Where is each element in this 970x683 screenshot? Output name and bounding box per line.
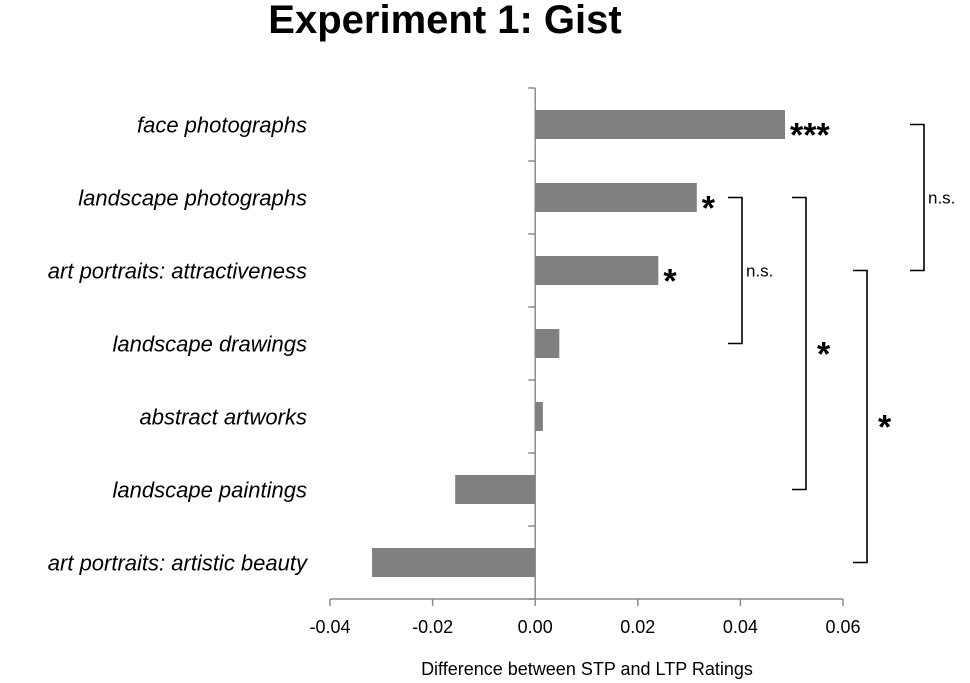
category-label: abstract artworks <box>140 405 308 430</box>
x-tick-labels: -0.04 -0.02 0.00 0.02 0.04 0.06 <box>309 617 860 637</box>
comparison-bracket <box>853 269 868 564</box>
x-tick-label: 0.02 <box>620 617 655 637</box>
bar <box>455 475 536 504</box>
x-tick-label: 0.06 <box>825 617 860 637</box>
bar <box>535 402 543 431</box>
category-label: landscape photographs <box>78 186 307 211</box>
x-tick-label: 0.04 <box>723 617 758 637</box>
comparison-label: n.s. <box>746 262 773 281</box>
category-label: art portraits: attractiveness <box>48 259 307 284</box>
comparison-label: * <box>817 336 831 374</box>
x-tick-label: -0.02 <box>412 617 453 637</box>
x-tick-label: 0.00 <box>518 617 553 637</box>
comparison-label: n.s. <box>928 189 955 208</box>
comparison-label: * <box>878 409 892 447</box>
bar <box>535 183 697 212</box>
x-axis-label: Difference between STP and LTP Ratings <box>421 659 753 679</box>
category-label: art portraits: artistic beauty <box>48 551 309 576</box>
bar <box>372 548 536 577</box>
comparison-brackets: n.s. * * n.s. <box>728 123 955 564</box>
chart-title: Experiment 1: Gist <box>268 0 621 42</box>
significance-stars: *** <box>790 117 830 155</box>
x-tick-label: -0.04 <box>309 617 350 637</box>
bar <box>535 256 659 285</box>
bar <box>535 110 786 139</box>
category-label: landscape paintings <box>113 478 307 503</box>
bars <box>372 110 786 577</box>
comparison-bracket <box>728 196 743 345</box>
significance-stars: * <box>663 263 677 301</box>
comparison-bracket <box>792 196 807 491</box>
significance-stars: * <box>702 190 716 228</box>
category-labels: face photographs landscape photographs art… <box>48 113 309 576</box>
comparison-bracket <box>910 123 925 272</box>
bar <box>535 329 560 358</box>
category-label: landscape drawings <box>113 332 307 357</box>
significance-annotations: ***** <box>663 117 830 301</box>
axes <box>329 87 844 606</box>
category-label: face photographs <box>137 113 307 138</box>
